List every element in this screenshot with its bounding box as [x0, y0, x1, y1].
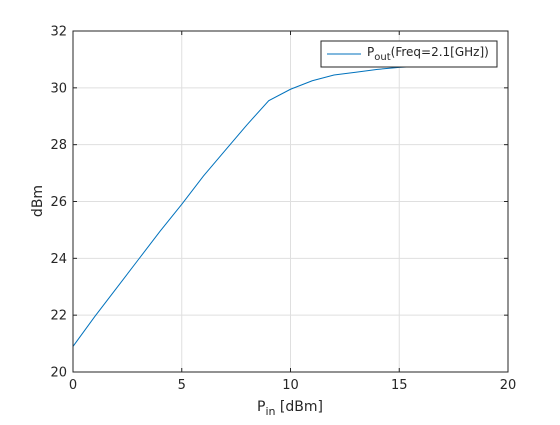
x-axis-label: Pin [dBm] — [257, 399, 323, 418]
x-tick-label: 15 — [391, 378, 408, 393]
y-tick-label: 32 — [50, 25, 67, 40]
ticks: 0 5 10 15 20 20 22 24 26 28 30 32 — [50, 25, 516, 394]
series-layer — [72, 65, 422, 347]
y-tick-label: 20 — [50, 366, 67, 381]
y-axis-label: dBm — [30, 185, 46, 217]
legend-label-sub: out — [374, 52, 390, 63]
x-tick-label: 5 — [178, 378, 186, 393]
x-tick-label: 20 — [500, 378, 517, 393]
y-tick-label: 24 — [50, 252, 67, 267]
y-tick-label: 30 — [50, 81, 67, 96]
grid — [72, 30, 509, 373]
legend-label-main: P — [367, 45, 374, 59]
legend: Pout(Freq=2.1[GHz]) — [320, 40, 498, 68]
y-tick-label: 22 — [50, 309, 67, 324]
series-line — [72, 65, 422, 347]
legend-entry-label: Pout(Freq=2.1[GHz]) — [367, 45, 489, 63]
y-tick-label: 28 — [50, 138, 67, 153]
x-axis-label-main: P — [257, 399, 265, 415]
x-axis-label-sub: in — [265, 405, 275, 418]
x-tick-label: 0 — [69, 378, 77, 393]
legend-label-rest: (Freq=2.1[GHz]) — [391, 45, 489, 59]
x-tick-label: 10 — [282, 378, 299, 393]
x-axis-label-rest: [dBm] — [275, 399, 323, 415]
y-tick-label: 26 — [50, 195, 67, 210]
